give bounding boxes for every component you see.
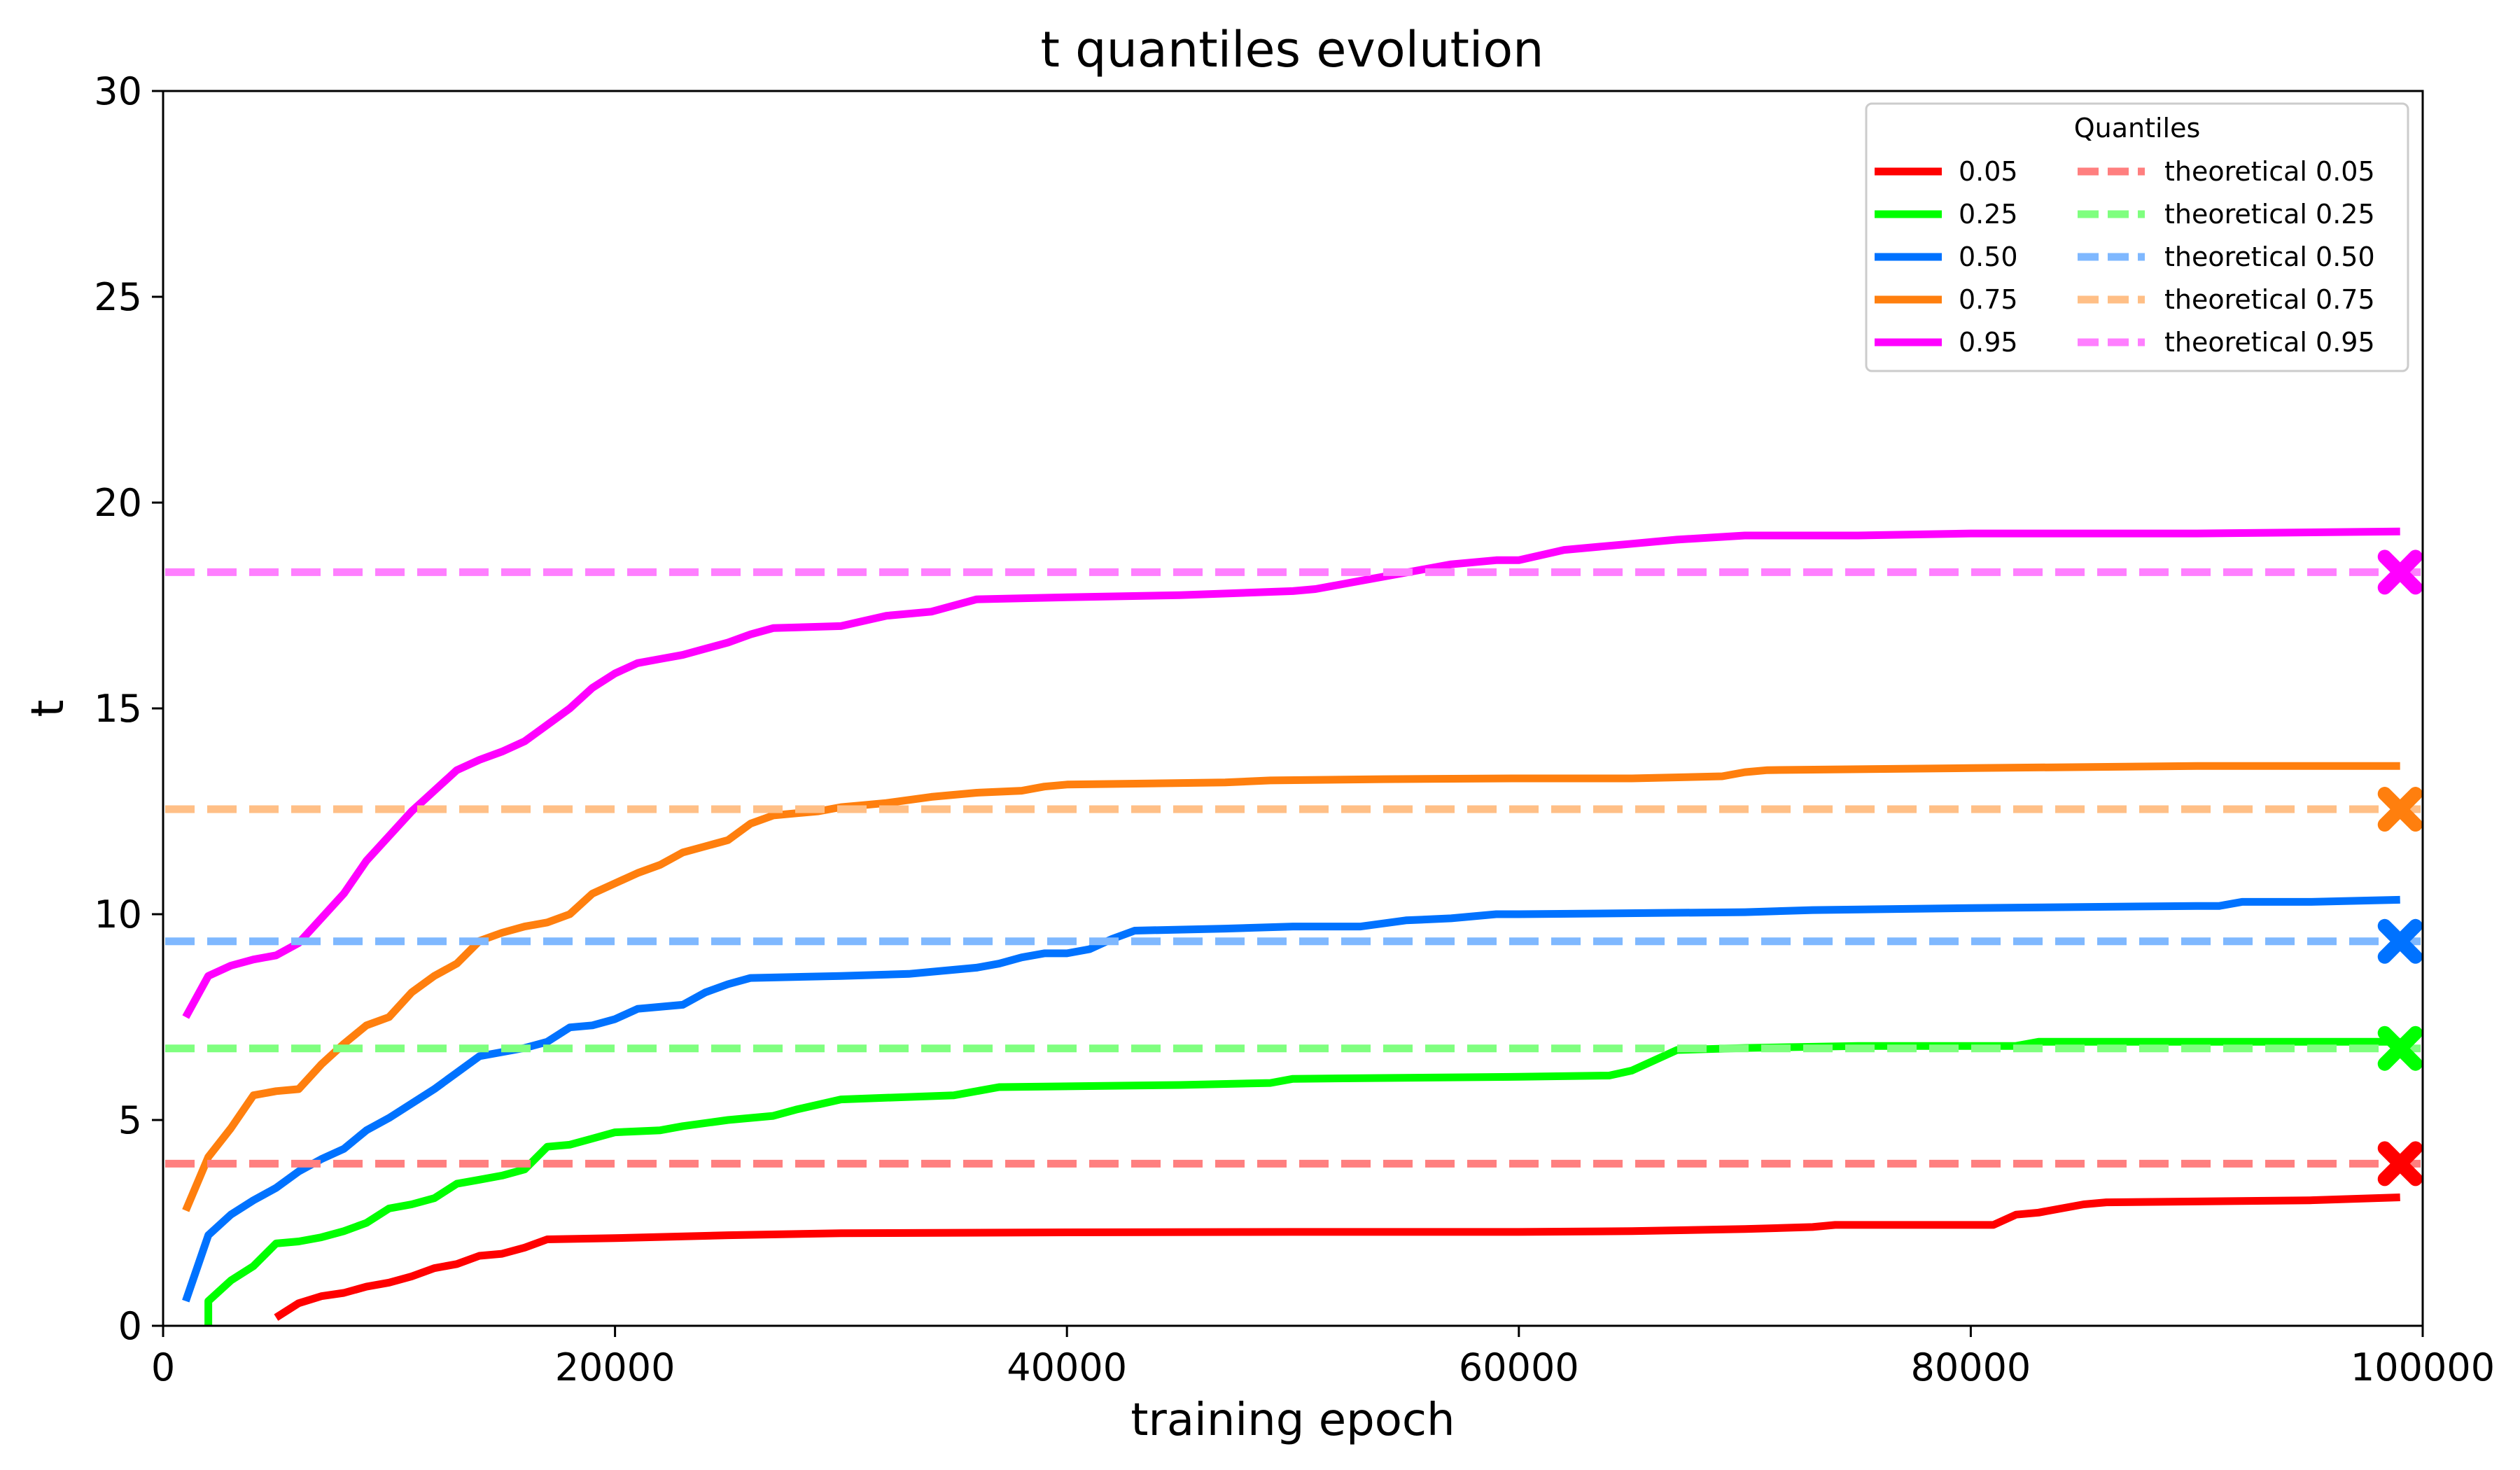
- legend-title: Quantiles: [2074, 113, 2201, 144]
- legend-label: theoretical 0.75: [2164, 284, 2375, 315]
- x-tick-label: 80000: [1911, 1345, 2031, 1390]
- x-marker-3: [2377, 787, 2423, 832]
- x-marker-4: [2377, 550, 2423, 595]
- chart-title: t quantiles evolution: [1040, 21, 1544, 78]
- series-line-1: [204, 1037, 2400, 1326]
- series-line-4: [182, 527, 2400, 1019]
- x-marker-2: [2377, 918, 2423, 964]
- y-axis-label: t: [22, 699, 74, 717]
- x-marker-0: [2377, 1141, 2423, 1186]
- x-tick-label: 60000: [1459, 1345, 1579, 1390]
- y-tick-label: 20: [94, 481, 142, 525]
- legend-box: [1865, 102, 2409, 372]
- legend-label: 0.95: [1959, 327, 2018, 358]
- y-tick-label: 5: [118, 1098, 142, 1142]
- series-layer: [165, 527, 2421, 1326]
- x-axis-label: training epoch: [1130, 1394, 1455, 1446]
- legend-label: theoretical 0.25: [2164, 199, 2375, 230]
- y-tick-label: 0: [118, 1304, 142, 1348]
- y-axis: 0 5 10 15 20 25 30: [94, 69, 163, 1348]
- x-axis: 0 20000 40000 60000 80000 100000: [151, 1326, 2495, 1390]
- x-tick-label: 100000: [2351, 1345, 2495, 1390]
- y-tick-label: 30: [94, 69, 142, 113]
- legend-label: 0.25: [1959, 199, 2018, 230]
- legend-label: theoretical 0.05: [2164, 156, 2375, 187]
- y-tick-label: 10: [94, 892, 142, 937]
- series-line-2: [182, 895, 2400, 1303]
- legend-entries: 0.05 0.25 0.50 0.75 0.95 theoretical 0.05 theo…: [1875, 156, 2375, 358]
- series-line-0: [274, 1194, 2400, 1321]
- x-tick-label: 20000: [555, 1345, 676, 1390]
- y-tick-label: 25: [94, 275, 142, 319]
- x-tick-label: 0: [151, 1345, 175, 1390]
- legend-label: 0.50: [1959, 241, 2018, 272]
- x-tick-label: 40000: [1007, 1345, 1127, 1390]
- legend-label: 0.75: [1959, 284, 2018, 315]
- legend-label: theoretical 0.95: [2164, 327, 2375, 358]
- y-tick-label: 15: [94, 687, 142, 731]
- x-marker-1: [2377, 1026, 2423, 1071]
- marker-layer: [2377, 550, 2423, 1186]
- series-line-3: [182, 762, 2400, 1212]
- legend-label: theoretical 0.50: [2164, 241, 2375, 272]
- legend-label: 0.05: [1959, 156, 2018, 187]
- legend: Quantiles 0.05 0.25 0.50 0.75 0.95 theoretica…: [1865, 102, 2409, 372]
